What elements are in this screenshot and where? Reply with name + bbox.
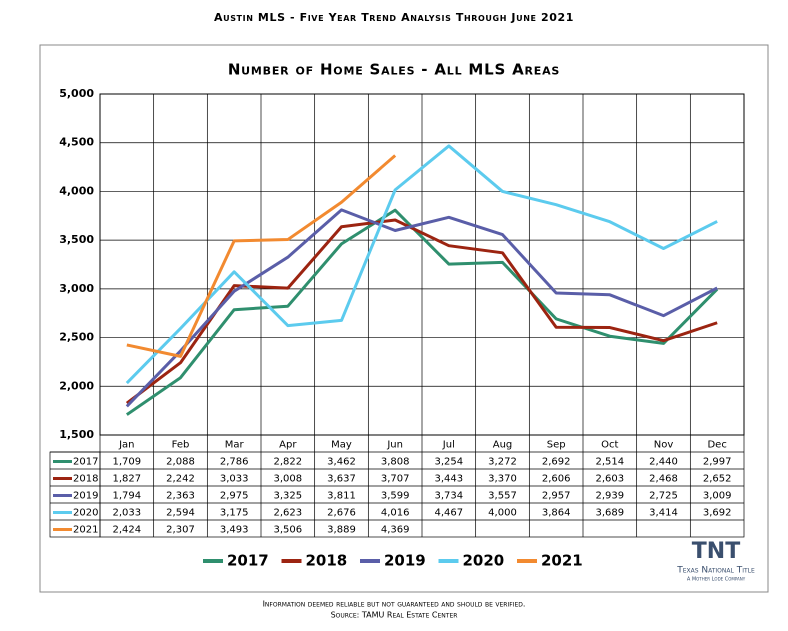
table-cell: 2,424 xyxy=(113,525,142,536)
y-tick-label: 5,000 xyxy=(59,87,94,100)
table-cell: 3,734 xyxy=(435,491,464,502)
y-tick-label: 2,000 xyxy=(59,379,94,392)
chart-frame xyxy=(39,44,769,593)
table-cell: 2,594 xyxy=(166,508,195,519)
table-cell: 2,957 xyxy=(542,491,571,502)
x-tick-label: Aug xyxy=(493,440,513,451)
table-cell: 2,363 xyxy=(166,491,195,502)
table-cell: 2,440 xyxy=(649,457,678,468)
table-series-label: 2020 xyxy=(73,508,98,519)
table-cell: 3,811 xyxy=(327,491,356,502)
table-cell: 3,889 xyxy=(327,525,356,536)
x-tick-label: Mar xyxy=(225,440,245,451)
table-cell: 3,254 xyxy=(435,457,464,468)
table-cell: 4,369 xyxy=(381,525,410,536)
table-cell: 3,033 xyxy=(220,474,249,485)
table-cell: 3,009 xyxy=(703,491,732,502)
table-cell: 2,822 xyxy=(274,457,303,468)
table-cell: 4,000 xyxy=(488,508,517,519)
footer-source: Source: TAMU Real Estate Center xyxy=(331,611,458,620)
table-cell: 2,468 xyxy=(649,474,678,485)
series-line xyxy=(125,208,718,408)
table-cell: 2,652 xyxy=(703,474,732,485)
y-tick-label: 3,500 xyxy=(59,233,94,246)
legend-label: 2020 xyxy=(463,552,505,570)
series-line xyxy=(125,208,719,416)
series-line xyxy=(125,144,718,385)
page-header: Austin MLS - Five Year Trend Analysis Th… xyxy=(214,11,574,24)
table-cell: 2,307 xyxy=(166,525,195,536)
table-cell: 3,175 xyxy=(220,508,249,519)
table-cell: 2,088 xyxy=(166,457,195,468)
logo-tagline: A Mother Lode Company xyxy=(687,577,746,583)
legend-label: 2021 xyxy=(541,552,583,570)
x-tick-label: Nov xyxy=(654,440,674,451)
y-tick-label: 4,500 xyxy=(59,136,94,149)
table-cell: 2,623 xyxy=(274,508,303,519)
footer-note: Information deemed reliable but not guar… xyxy=(263,600,526,609)
table-cell: 3,864 xyxy=(542,508,571,519)
table-series-label: 2017 xyxy=(73,457,98,468)
table-cell: 1,709 xyxy=(113,457,142,468)
table-cell: 2,997 xyxy=(703,457,732,468)
x-tick-label: Feb xyxy=(172,440,190,451)
y-tick-label: 4,000 xyxy=(59,184,94,197)
legend-label: 2017 xyxy=(227,552,269,570)
y-tick-label: 2,500 xyxy=(59,331,94,344)
x-tick-label: May xyxy=(331,440,352,451)
table-cell: 3,443 xyxy=(435,474,464,485)
table-cell: 3,689 xyxy=(596,508,625,519)
y-tick-label: 1,500 xyxy=(59,428,94,441)
x-tick-label: Jul xyxy=(442,440,455,451)
table-cell: 3,008 xyxy=(274,474,303,485)
series-line xyxy=(125,218,718,405)
x-tick-label: Dec xyxy=(707,440,726,451)
table-cell: 3,692 xyxy=(703,508,732,519)
table-cell: 2,606 xyxy=(542,474,571,485)
table-cell: 3,637 xyxy=(327,474,356,485)
x-tick-label: Jan xyxy=(118,440,134,451)
table-cell: 2,242 xyxy=(166,474,195,485)
x-tick-label: Jun xyxy=(386,440,403,451)
table-cell: 3,808 xyxy=(381,457,410,468)
table-cell: 2,603 xyxy=(596,474,625,485)
table-series-label: 2021 xyxy=(73,525,98,536)
chart-title: Number of Home Sales - All MLS Areas xyxy=(228,61,560,79)
table-cell: 3,414 xyxy=(649,508,678,519)
table-cell: 2,786 xyxy=(220,457,249,468)
table-cell: 3,493 xyxy=(220,525,249,536)
logo-mark: TNT xyxy=(692,539,740,564)
table-cell: 4,016 xyxy=(381,508,410,519)
table-cell: 1,794 xyxy=(113,491,142,502)
table-cell: 2,975 xyxy=(220,491,249,502)
table-series-label: 2018 xyxy=(73,474,98,485)
table-cell: 2,939 xyxy=(596,491,625,502)
table-cell: 3,462 xyxy=(327,457,356,468)
table-cell: 3,325 xyxy=(274,491,303,502)
table-cell: 3,272 xyxy=(488,457,517,468)
table-cell: 2,514 xyxy=(596,457,625,468)
logo: TNT Texas National Title A Mother Lode C… xyxy=(676,539,755,583)
table-cell: 2,725 xyxy=(649,491,678,502)
table-cell: 3,557 xyxy=(488,491,517,502)
table-cell: 2,033 xyxy=(113,508,142,519)
table-cell: 3,370 xyxy=(488,474,517,485)
series-line xyxy=(126,154,397,358)
table-cell: 4,467 xyxy=(435,508,464,519)
legend-label: 2018 xyxy=(306,552,348,570)
x-tick-label: Oct xyxy=(601,440,618,451)
table-cell: 3,707 xyxy=(381,474,410,485)
legend-label: 2019 xyxy=(384,552,426,570)
table-cell: 2,676 xyxy=(327,508,356,519)
x-tick-label: Apr xyxy=(279,440,297,451)
x-tick-label: Sep xyxy=(547,440,566,451)
table-series-label: 2019 xyxy=(73,491,98,502)
table-cell: 2,692 xyxy=(542,457,571,468)
table-cell: 3,506 xyxy=(274,525,303,536)
table-cell: 1,827 xyxy=(113,474,142,485)
table-cell: 3,599 xyxy=(381,491,410,502)
y-tick-label: 3,000 xyxy=(59,282,94,295)
logo-name: Texas National Title xyxy=(676,566,755,576)
